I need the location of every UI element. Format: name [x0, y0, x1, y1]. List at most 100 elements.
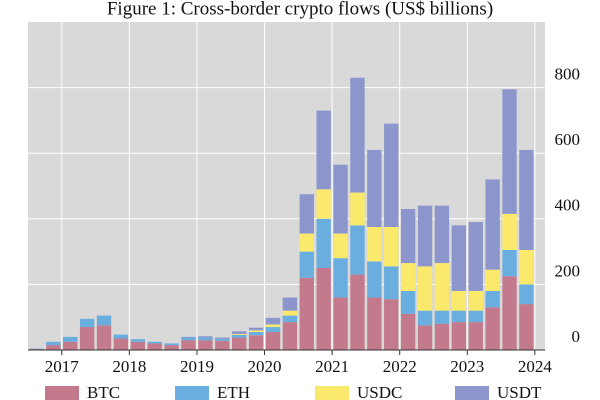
bar-segment — [519, 284, 534, 305]
bar-segment — [96, 325, 112, 350]
bar-segment — [468, 310, 483, 323]
bar-segment — [299, 277, 314, 350]
bar-segment — [265, 331, 281, 350]
bar-segment — [384, 299, 399, 350]
bar-segment — [181, 340, 196, 350]
bar-segment — [367, 261, 382, 298]
bar-segment — [468, 322, 483, 350]
bar-segment — [519, 304, 534, 350]
bar-segment — [248, 335, 264, 350]
bar-segment — [282, 315, 298, 323]
bar-segment — [232, 334, 247, 338]
bar-segment — [63, 341, 78, 350]
x-tick-label: 2024 — [518, 357, 553, 376]
bar-segment — [113, 334, 129, 339]
bar-segment — [434, 205, 450, 264]
bar-segment — [79, 318, 95, 328]
bar-segment — [502, 213, 517, 250]
bar-segment — [485, 307, 500, 350]
x-tick-label: 2018 — [112, 357, 146, 376]
bar-segment — [434, 310, 450, 324]
bar-segment — [468, 290, 483, 311]
bar-segment — [46, 341, 61, 346]
bar-segment — [350, 225, 365, 275]
bar-segment — [232, 331, 247, 334]
bar-segment — [316, 110, 331, 190]
bar-segment — [367, 227, 382, 262]
bar-segment — [485, 269, 500, 291]
bar-segment — [282, 322, 298, 350]
bar-segment — [299, 194, 314, 234]
x-tick-label: 2019 — [180, 357, 214, 376]
bar-segment — [299, 233, 314, 252]
bar-segment — [232, 337, 247, 350]
bar-segment — [400, 290, 416, 314]
bar-segment — [248, 327, 264, 331]
bar-segment — [333, 233, 348, 259]
bar-segment — [147, 341, 162, 344]
bar-segment — [181, 336, 196, 338]
x-tick-label: 2022 — [383, 357, 417, 376]
bar-segment — [485, 179, 500, 270]
bar-segment — [46, 345, 61, 350]
bar-segment — [333, 164, 348, 234]
bar-segment — [113, 338, 129, 350]
bar-segment — [333, 258, 348, 298]
y-tick-label: 600 — [555, 130, 581, 149]
bar-segment — [434, 263, 450, 311]
bar-segment — [367, 297, 382, 350]
bar-segment — [96, 315, 112, 326]
bar-segment — [215, 337, 230, 339]
bar-segment — [350, 274, 365, 350]
bar-segment — [316, 218, 331, 268]
bar-segment — [417, 325, 433, 350]
bar-segment — [367, 149, 382, 227]
bar-segment — [434, 323, 450, 350]
bar-segment — [519, 149, 534, 250]
bar-segment — [502, 276, 517, 350]
legend-label: ETH — [217, 383, 250, 400]
bar-segment — [502, 89, 517, 214]
bar-segment — [79, 327, 95, 350]
bar-segment — [485, 290, 500, 308]
y-tick-label: 800 — [555, 65, 581, 84]
y-tick-label: 200 — [555, 261, 581, 280]
bar-segment — [451, 310, 467, 323]
x-tick-label: 2020 — [248, 357, 282, 376]
bar-segment — [451, 290, 467, 311]
legend-swatch — [315, 386, 349, 400]
bar-segment — [130, 341, 146, 350]
bar-segment — [299, 251, 314, 278]
bar-segment — [417, 205, 433, 267]
chart-title: Figure 1: Cross-border crypto flows (US$… — [107, 0, 493, 19]
x-tick-label: 2021 — [315, 357, 349, 376]
bar-segment — [333, 297, 348, 350]
legend-label: USDT — [497, 383, 542, 400]
bar-segment — [198, 337, 213, 341]
legend-label: BTC — [87, 383, 120, 400]
bar-segment — [350, 77, 365, 193]
bar-segment — [198, 340, 213, 350]
bar-segment — [282, 297, 298, 311]
bar-segment — [164, 343, 179, 346]
bar-segment — [181, 337, 196, 341]
bar-segment — [215, 338, 230, 341]
bar-segment — [451, 225, 467, 291]
bar-segment — [232, 333, 247, 335]
legend-swatch — [455, 386, 489, 400]
bar-segment — [400, 263, 416, 291]
bar-segment — [248, 330, 264, 332]
bar-segment — [147, 343, 162, 350]
bar-segment — [164, 345, 179, 350]
bar-segment — [417, 310, 433, 326]
bar-segment — [198, 336, 213, 338]
legend-swatch — [45, 386, 79, 400]
bar-segment — [265, 327, 281, 332]
bar-segment — [248, 331, 264, 336]
bar-segment — [130, 339, 146, 342]
x-tick-label: 2017 — [45, 357, 80, 376]
legend-swatch — [175, 386, 209, 400]
bar-segment — [282, 310, 298, 316]
bar-segment — [400, 208, 416, 264]
